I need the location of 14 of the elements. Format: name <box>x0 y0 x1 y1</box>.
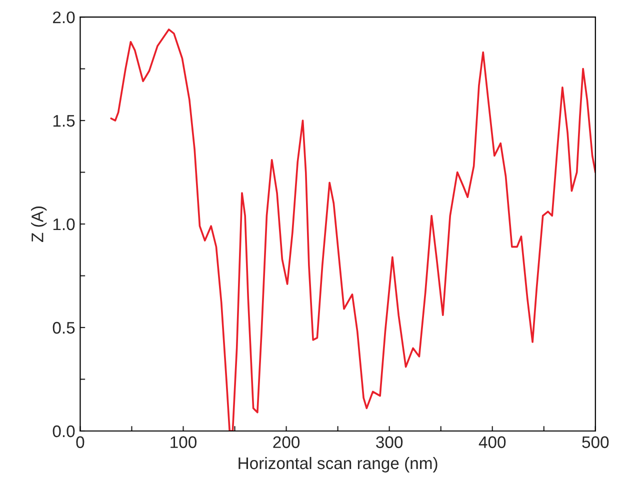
x-axis-title: Horizontal scan range (nm) <box>238 456 438 472</box>
x-tick-label: 100 <box>170 436 196 448</box>
x-tick-label: 500 <box>582 436 609 448</box>
y-tick-label: 0.5 <box>52 322 75 334</box>
y-tick-label: 1.5 <box>53 115 75 127</box>
y-tick-label: 1.0 <box>53 218 75 230</box>
line-series <box>110 28 596 431</box>
x-tick-label: 300 <box>376 436 403 448</box>
x-tick-label: 200 <box>273 436 300 448</box>
y-axis-title: Z (A) <box>31 206 47 242</box>
y-tick-label: 0.0 <box>52 425 75 438</box>
x-tick-label: 400 <box>478 436 506 448</box>
y-tick-label: 2.0 <box>53 11 75 24</box>
x-tick-label: 0 <box>76 436 84 448</box>
